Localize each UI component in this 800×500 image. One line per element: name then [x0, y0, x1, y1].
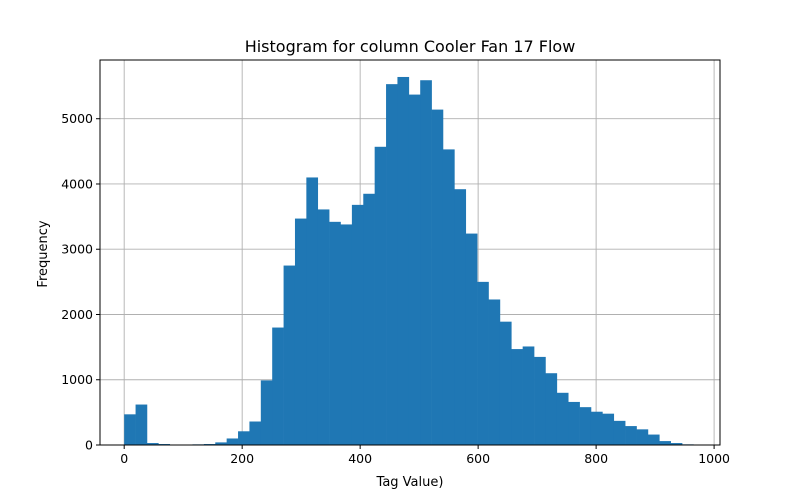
histogram-bar: [124, 414, 136, 445]
histogram-bars: [124, 76, 694, 446]
histogram-bar: [420, 80, 432, 445]
histogram-bar: [283, 265, 296, 445]
histogram-bar: [465, 233, 478, 445]
x-tick-label: 200: [230, 451, 254, 466]
histogram-bar: [499, 321, 512, 445]
y-axis-label: Frequency: [36, 220, 51, 287]
histogram-bar: [294, 218, 307, 445]
histogram-bar: [477, 281, 489, 445]
histogram-bar: [408, 94, 421, 445]
histogram-bar: [556, 392, 569, 445]
histogram-bar: [317, 209, 330, 445]
histogram-bar: [522, 346, 535, 445]
histogram-bar: [249, 421, 262, 445]
chart-title: Histogram for column Cooler Fan 17 Flow: [245, 37, 576, 56]
x-tick-label: 400: [348, 451, 372, 466]
histogram-bar: [351, 204, 364, 445]
histogram-bar: [454, 189, 467, 445]
histogram-bar: [602, 413, 615, 445]
histogram-bar: [636, 429, 649, 445]
x-tick-label: 0: [120, 451, 128, 466]
histogram-bar: [340, 224, 353, 445]
histogram-bar: [329, 221, 341, 445]
y-axis-ticks: 0 1000 2000 3000 4000 5000: [61, 111, 100, 453]
histogram-bar: [442, 149, 455, 445]
histogram-bar: [431, 109, 444, 445]
histogram-bar: [363, 193, 375, 445]
histogram-bar: [488, 299, 501, 445]
axes-frame: [99, 59, 721, 446]
histogram-bar: [260, 380, 273, 445]
histogram-bar: [226, 438, 239, 445]
x-tick-label: 1000: [698, 451, 730, 466]
plot-frame: [99, 59, 721, 446]
histogram-bar: [625, 426, 637, 445]
y-tick-label: 5000: [61, 111, 93, 126]
histogram-bar: [397, 76, 410, 446]
histogram-bar: [511, 349, 523, 445]
histogram-bar: [579, 407, 592, 445]
histogram-bar: [215, 442, 227, 445]
histogram-bar: [534, 356, 546, 445]
histogram-bar: [613, 420, 626, 445]
y-tick-label: 1000: [61, 372, 93, 387]
y-tick-label: 0: [85, 438, 93, 453]
x-tick-label: 600: [466, 451, 490, 466]
histogram-bar: [306, 177, 319, 445]
histogram-bar: [659, 441, 671, 445]
histogram-bar: [386, 84, 398, 445]
x-axis-label: Tag Value): [376, 475, 444, 490]
histogram-bar: [272, 327, 284, 445]
y-tick-label: 3000: [61, 242, 93, 257]
x-axis-ticks: 0 200 400 600 800 1000: [120, 445, 730, 466]
histogram-bar: [374, 146, 387, 445]
x-tick-label: 800: [584, 451, 608, 466]
histogram-bar: [568, 401, 580, 445]
histogram-bar: [146, 443, 159, 445]
histogram-bar: [545, 373, 558, 445]
y-tick-label: 2000: [61, 307, 93, 322]
histogram-bar: [238, 431, 250, 445]
y-tick-label: 4000: [61, 176, 93, 191]
histogram-bar: [647, 434, 660, 445]
histogram-bar: [590, 411, 603, 445]
histogram-bar: [135, 404, 148, 445]
histogram-bar: [670, 443, 683, 445]
